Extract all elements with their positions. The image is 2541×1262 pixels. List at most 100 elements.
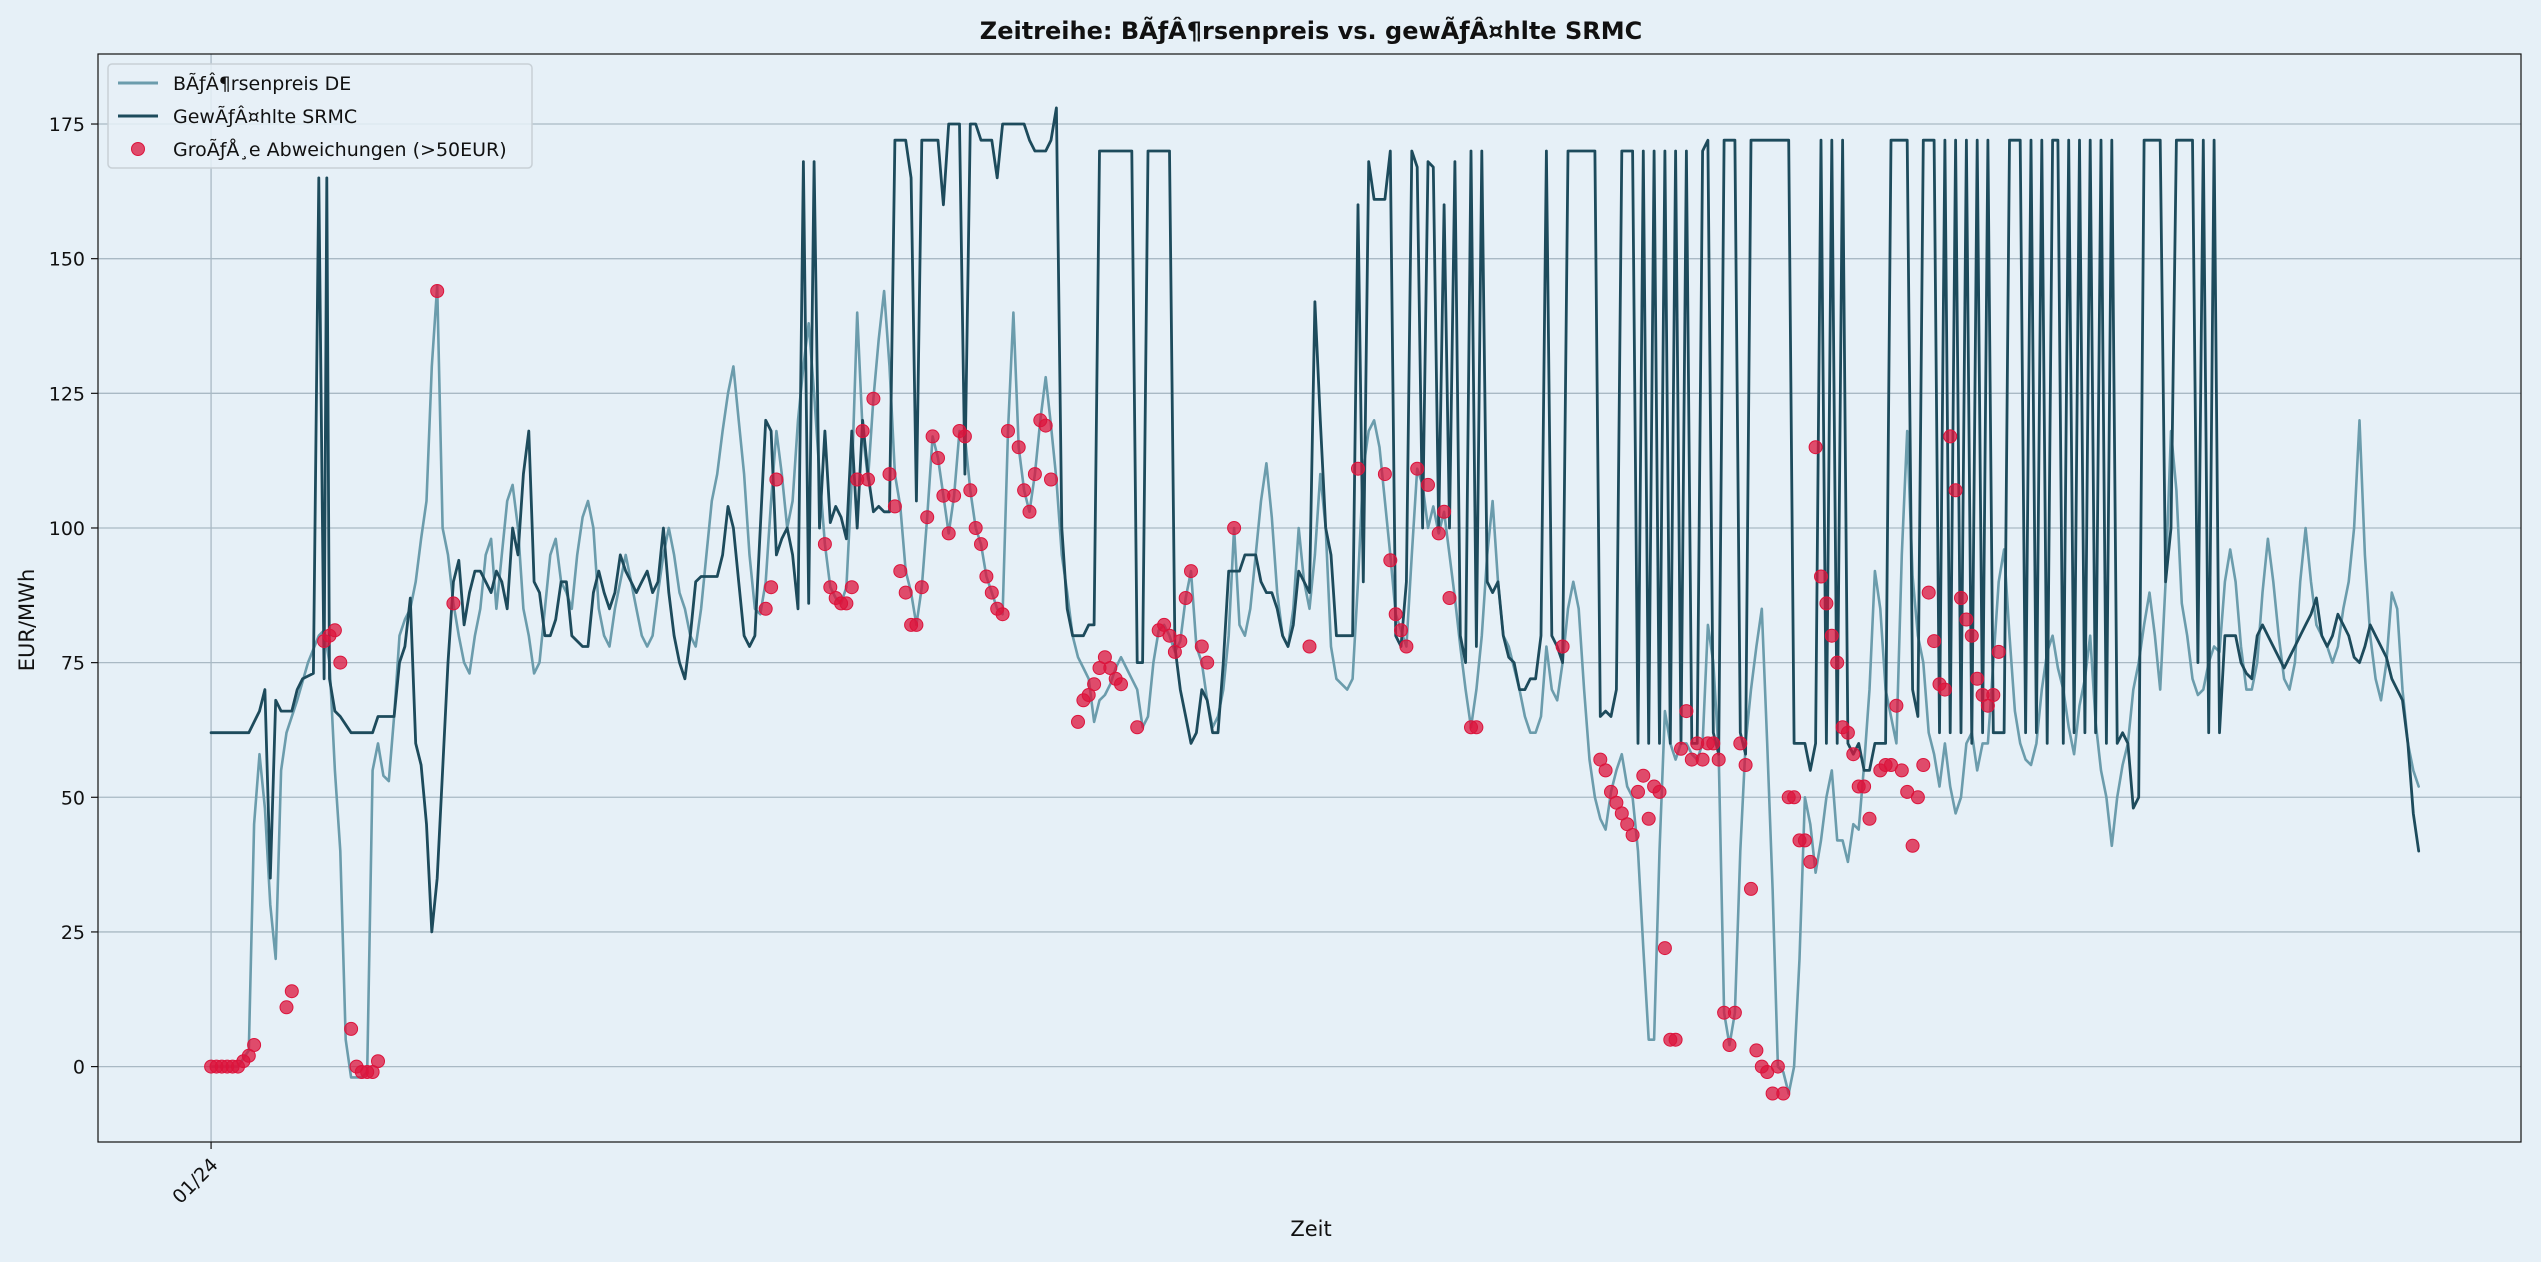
deviation-point xyxy=(974,537,988,552)
deviation-point xyxy=(1797,833,1812,848)
y-tick-label: 175 xyxy=(49,114,85,136)
deviation-point xyxy=(1173,634,1188,649)
deviation-point xyxy=(855,424,870,438)
deviation-point xyxy=(1910,790,1925,805)
deviation-point xyxy=(1948,483,1963,498)
deviation-point xyxy=(430,284,445,298)
deviation-point xyxy=(284,984,299,999)
deviation-point xyxy=(1394,623,1408,638)
deviation-point xyxy=(914,580,929,595)
deviation-point xyxy=(1749,1043,1764,1058)
deviation-point xyxy=(1986,688,2001,702)
deviation-point xyxy=(1970,671,1985,686)
deviation-point xyxy=(1383,553,1398,568)
deviation-point xyxy=(1830,655,1845,670)
deviation-point xyxy=(1001,424,1015,438)
deviation-point xyxy=(1905,838,1920,853)
deviation-point xyxy=(1991,644,2006,659)
deviation-point xyxy=(1302,639,1317,654)
deviation-point xyxy=(968,521,983,535)
deviation-point xyxy=(1022,504,1037,519)
deviation-point xyxy=(898,585,913,600)
deviation-point xyxy=(1964,628,1979,643)
y-tick-label: 50 xyxy=(61,787,85,809)
deviation-point xyxy=(1421,477,1435,492)
deviation-point xyxy=(1727,1005,1742,1020)
y-tick-label: 0 xyxy=(73,1057,85,1079)
deviation-point xyxy=(1625,828,1640,842)
y-tick-label: 25 xyxy=(61,922,85,944)
deviation-point xyxy=(839,596,854,611)
deviation-point xyxy=(1598,763,1613,778)
deviation-point xyxy=(1184,564,1198,579)
deviation-point xyxy=(333,655,348,670)
deviation-point xyxy=(1631,784,1645,799)
deviation-point xyxy=(941,526,956,541)
deviation-point xyxy=(1738,758,1753,772)
deviation-point xyxy=(1038,418,1053,433)
deviation-point xyxy=(920,510,935,525)
deviation-point xyxy=(1894,763,1909,778)
deviation-point xyxy=(1927,634,1942,649)
y-tick-label: 100 xyxy=(49,518,85,540)
legend-swatch-marker xyxy=(131,142,145,156)
deviation-point xyxy=(1776,1086,1791,1101)
deviation-point xyxy=(1178,591,1193,605)
legend-label: BÃƒÂ¶rsenpreis DE xyxy=(173,72,351,95)
deviation-point xyxy=(1744,881,1758,896)
deviation-point xyxy=(887,499,902,514)
deviation-point xyxy=(1657,941,1672,956)
deviation-point xyxy=(1733,736,1748,751)
deviation-point xyxy=(1200,655,1215,670)
deviation-point xyxy=(957,429,972,444)
deviation-point xyxy=(764,580,779,595)
deviation-point xyxy=(1889,698,1904,713)
deviation-point xyxy=(995,607,1010,622)
deviation-point xyxy=(1916,758,1931,772)
y-tick-label: 125 xyxy=(49,383,85,405)
deviation-point xyxy=(979,569,994,584)
deviation-point xyxy=(446,596,461,611)
scatter-layer xyxy=(204,284,2006,1101)
deviation-point xyxy=(861,472,875,487)
deviation-point xyxy=(1410,461,1425,476)
deviation-point xyxy=(1017,483,1032,498)
deviation-point xyxy=(1227,521,1242,535)
series-layer xyxy=(209,106,2421,1095)
deviation-point xyxy=(1641,811,1656,826)
deviation-point xyxy=(247,1038,262,1052)
boersenpreis-line xyxy=(209,284,2420,1095)
deviation-point xyxy=(1846,747,1861,762)
deviation-point xyxy=(758,601,773,616)
chart-title: Zeitreihe: BÃƒÂ¶rsenpreis vs. gewÃƒÂ¤hlt… xyxy=(980,16,1642,45)
deviation-point xyxy=(279,1000,294,1015)
deviation-point xyxy=(1469,720,1484,735)
deviation-point xyxy=(1071,714,1085,729)
deviation-point xyxy=(344,1021,359,1036)
deviation-point xyxy=(1636,768,1651,783)
deviation-point xyxy=(1442,591,1457,605)
deviation-point xyxy=(1087,677,1102,692)
deviation-point xyxy=(1819,596,1834,611)
deviation-point xyxy=(817,537,832,552)
deviation-point xyxy=(844,580,859,595)
deviation-point xyxy=(769,472,784,487)
deviation-point xyxy=(1130,720,1145,735)
deviation-point xyxy=(1722,1038,1737,1052)
deviation-point xyxy=(866,391,881,406)
deviation-point xyxy=(931,451,945,465)
deviation-point xyxy=(925,429,940,444)
legend-label: GewÃƒÂ¤hlte SRMC xyxy=(173,105,357,128)
deviation-point xyxy=(1943,429,1958,444)
y-axis-label: EUR/MWh xyxy=(15,569,39,672)
deviation-point xyxy=(893,564,908,579)
deviation-point xyxy=(882,467,897,482)
deviation-point xyxy=(1695,752,1710,767)
x-axis-label: Zeit xyxy=(1290,1217,1331,1241)
deviation-point xyxy=(327,623,342,638)
deviation-point xyxy=(1808,440,1823,455)
deviation-point xyxy=(1027,467,1042,482)
deviation-point xyxy=(1814,569,1828,584)
